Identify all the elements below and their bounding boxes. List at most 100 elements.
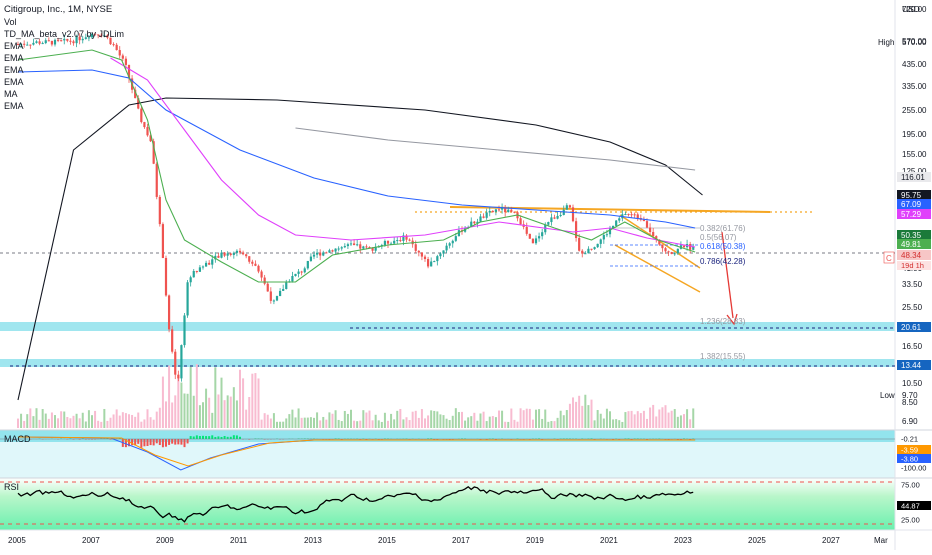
- volume-bar: [510, 409, 512, 428]
- candle-body: [615, 221, 617, 226]
- indicator-ema-2[interactable]: EMA: [4, 52, 124, 64]
- macd-label[interactable]: MACD: [4, 434, 31, 444]
- rsi-label[interactable]: RSI: [4, 482, 19, 492]
- volume-bar: [313, 418, 315, 428]
- volume-bar: [270, 419, 272, 428]
- volume-bar: [36, 408, 38, 428]
- candle-body: [667, 251, 669, 252]
- macd-bar: [147, 439, 149, 446]
- chart-legend: Citigroup, Inc., 1M, NYSE Vol TD_MA_beta…: [4, 4, 124, 112]
- indicator-ma[interactable]: MA: [4, 88, 124, 100]
- candle-body: [171, 329, 173, 351]
- volume-bar: [261, 420, 263, 428]
- time-tick: 2021: [600, 536, 618, 545]
- volume-bar: [214, 367, 216, 428]
- candle-body: [486, 212, 488, 217]
- volume-bar: [640, 413, 642, 428]
- volume-bar: [211, 413, 213, 428]
- macd-tick: -100.00: [901, 464, 926, 473]
- volume-bar: [113, 414, 115, 428]
- macd-bar: [208, 436, 210, 439]
- candle-body: [689, 244, 691, 250]
- time-tick: 2011: [230, 536, 248, 545]
- volume-bar: [501, 411, 503, 428]
- volume-bar: [591, 400, 593, 428]
- volume-bar: [643, 411, 645, 428]
- price-tick: 195.00: [902, 130, 927, 139]
- volume-bar: [353, 421, 355, 428]
- price-axis[interactable]: 720.00570.00435.00335.00255.00195.00155.…: [897, 5, 931, 525]
- volume-bar: [239, 370, 241, 428]
- price-tick: 435.00: [902, 60, 927, 69]
- candle-body: [482, 216, 484, 217]
- indicator-ema-4[interactable]: EMA: [4, 76, 124, 88]
- volume-bar: [563, 415, 565, 428]
- candle-body: [350, 243, 352, 244]
- volume-bar: [159, 408, 161, 428]
- volume-bar: [17, 419, 19, 428]
- indicator-ema-3[interactable]: EMA: [4, 64, 124, 76]
- volume-bar: [20, 414, 22, 428]
- symbol-marker[interactable]: C: [886, 254, 892, 263]
- volume-bar: [32, 416, 34, 428]
- macd-bar: [190, 436, 192, 439]
- symbol-title[interactable]: Citigroup, Inc., 1M, NYSE: [4, 4, 124, 16]
- volume-bar: [147, 409, 149, 428]
- volume-bar: [547, 422, 549, 428]
- volume-bar: [507, 422, 509, 428]
- volume-bar: [202, 402, 204, 428]
- fib-label-0786: 0.786(42.28): [700, 257, 746, 266]
- volume-bar: [584, 395, 586, 428]
- volume-bar: [655, 416, 657, 428]
- time-tick: 2017: [452, 536, 470, 545]
- volume-bar: [233, 387, 235, 428]
- indicator-vol[interactable]: Vol: [4, 16, 124, 28]
- indicator-td-ma[interactable]: TD_MA_beta_v2.07 by JDLim: [4, 28, 124, 40]
- candle-body: [661, 245, 663, 249]
- candle-body: [430, 262, 432, 267]
- volume-bar: [73, 416, 75, 428]
- volume-bar: [572, 397, 574, 428]
- rsi-pane[interactable]: [0, 478, 895, 530]
- volume-bar: [575, 402, 577, 428]
- candle-body: [174, 352, 176, 375]
- candle-body: [550, 217, 552, 222]
- level-badge-text: 67.09: [901, 200, 922, 209]
- candle-body: [387, 241, 389, 244]
- macd-bar: [202, 436, 204, 439]
- candle-body: [556, 216, 558, 219]
- indicator-ema-1[interactable]: EMA: [4, 40, 124, 52]
- time-tick: 2023: [674, 536, 692, 545]
- candle-body: [408, 240, 410, 241]
- volume-bar: [609, 411, 611, 428]
- volume-bar: [566, 410, 568, 428]
- macd-bar: [227, 437, 229, 439]
- volume-bar: [137, 413, 139, 428]
- volume-bar: [406, 417, 408, 428]
- volume-bar: [76, 414, 78, 428]
- candle-body: [578, 238, 580, 251]
- candle-body: [664, 248, 666, 251]
- price-tick: 16.50: [902, 342, 923, 351]
- volume-bar: [384, 413, 386, 428]
- volume-bar: [517, 422, 519, 428]
- candle-body: [630, 214, 632, 215]
- level-badge-text: 20.61: [901, 323, 922, 332]
- volume-bar: [254, 373, 256, 428]
- volume-bar: [557, 418, 559, 428]
- volume-bar: [461, 412, 463, 428]
- indicator-ema-5[interactable]: EMA: [4, 100, 124, 112]
- candle-body: [156, 164, 158, 197]
- volume-bar: [618, 420, 620, 428]
- volume-bar: [150, 417, 152, 428]
- volume-bar: [683, 414, 685, 428]
- volume-bar: [677, 417, 679, 428]
- volume-bar: [359, 421, 361, 428]
- support-band-upper: [0, 322, 895, 331]
- candle-body: [199, 267, 201, 271]
- volume-bar: [600, 414, 602, 428]
- volume-bar: [446, 419, 448, 428]
